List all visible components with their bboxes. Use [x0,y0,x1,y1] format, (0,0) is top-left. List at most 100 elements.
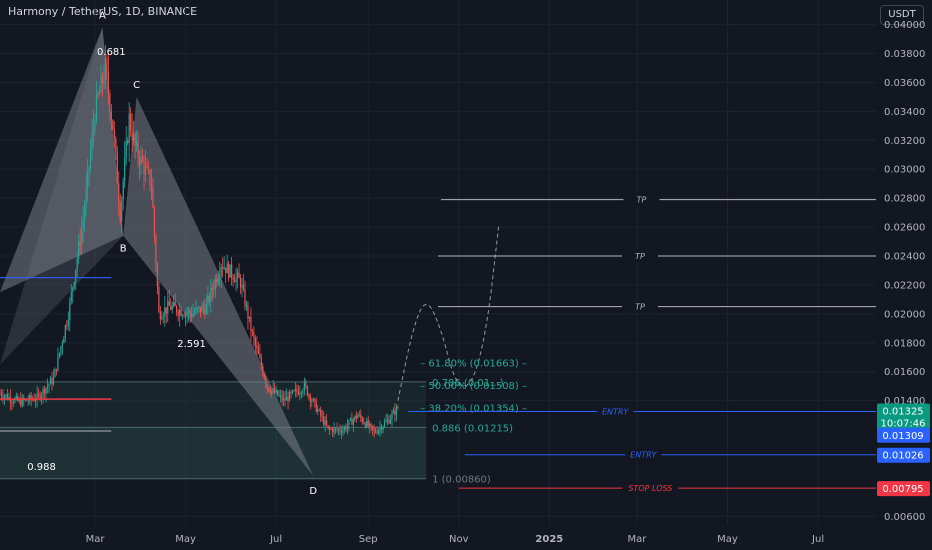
candle-body [265,378,267,385]
candle-body [52,377,55,385]
candle-body [164,307,166,317]
fib-label: 0.786 (0.01...) [432,378,504,389]
fib-label: 0.886 (0.01215) [432,423,513,434]
price-tick-label: 0.01600 [884,367,925,378]
candle-body [370,423,372,427]
entry-line-label: ENTRY [602,407,629,416]
price-tick-label: 0.02800 [884,194,925,205]
candle-body [57,355,59,371]
candle-body [115,138,117,153]
candle-body [205,303,207,314]
candle-body [184,313,187,317]
candle-body [113,129,115,139]
candle-body [256,344,258,348]
price-tick-label: 0.01800 [884,338,925,349]
candle-body [299,392,301,395]
candle-body [109,93,111,113]
candle-body [155,236,157,265]
candle-body [281,395,283,401]
candle-body [182,315,184,317]
candle-body [397,406,399,409]
price-badge-text: 0.00795 [882,484,923,495]
candle-body [190,313,193,318]
candle-body [38,393,40,395]
candle-body [245,304,248,307]
candle-body [167,301,169,314]
candle-body [222,267,224,269]
candle-body [193,312,196,314]
candle-body [150,185,153,187]
candle-body [130,113,132,131]
tp-line-label: TP [637,196,647,205]
price-tick-label: 0.03200 [884,136,925,147]
candle-body [244,288,246,307]
price-axis: 0.04000 0.03800 0.03600 0.03400 0.03200 0.030… [884,20,925,523]
candle-body [395,406,398,416]
candle-body [382,426,384,430]
candle-body [48,384,50,387]
candle-body [317,409,319,412]
candle-body [95,94,98,122]
time-axis: Mar May Jul Sep Nov 2025 Mar May Jul [86,534,825,545]
candle-body [239,278,242,288]
candle-body [66,325,68,327]
candle-body [177,312,179,316]
price-badge [877,447,930,463]
candle-body [55,368,58,371]
candle-body [125,140,127,158]
candle-body [162,316,164,319]
tp-line-label-bg [622,300,658,313]
candle-body [51,378,53,385]
candle-body [131,130,133,141]
candle-body [204,308,206,314]
fib-label: 1 (0.00860) [432,475,491,486]
candle-body [69,301,71,321]
candle-body [277,390,279,396]
candle-body [231,264,233,278]
price-tick-label: 0.04000 [884,20,925,31]
candles [0,45,399,440]
candle-body [98,92,101,95]
candle-body [15,396,17,399]
candle-body [192,313,194,318]
candle-body [266,384,268,388]
candle-body [250,316,252,332]
candle-body [380,427,383,430]
candle-body [354,415,356,420]
currency-button[interactable]: USDT [880,5,924,25]
price-tick-label: 0.03000 [884,165,925,176]
candle-body [189,310,191,314]
candle-body [195,308,197,313]
candle-body [343,427,346,431]
candle-body [242,285,245,289]
candle-body [291,390,294,393]
candle-body [331,429,334,433]
candle-body [323,416,325,425]
candle-body [176,306,178,313]
candle-body [135,141,138,146]
candle-body [168,301,170,306]
candle-body [79,241,81,245]
candle-body [138,157,141,165]
price-badge [877,481,930,497]
candle-body [208,295,210,302]
candle-body [257,347,259,354]
candle-body [225,267,227,274]
candle-body [94,121,96,127]
time-tick-label: Mar [86,534,106,545]
entry-line-label: ENTRY [630,451,657,460]
candle-body [296,389,298,392]
candle-body [63,337,65,344]
candle-body [272,388,274,391]
price-tick-label: 0.02600 [884,223,925,234]
candle-body [127,140,129,143]
price-badge [877,403,930,430]
candle-body [383,422,386,427]
candle-body [361,417,363,423]
price-tick-label: 0.02400 [884,251,925,262]
candle-body [45,388,47,394]
candle-body [198,306,200,308]
candle-body [308,395,310,396]
candle-body [119,202,121,221]
